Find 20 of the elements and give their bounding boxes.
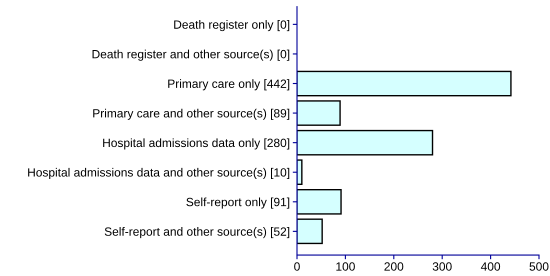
x-tick-label: 200 [384,262,404,271]
y-tick-label: Self-report only [91] [186,197,290,209]
bar [297,130,434,156]
y-tick-label: Hospital admissions data only [280] [103,138,290,150]
bar [297,100,341,126]
y-tick-label: Primary care only [442] [168,79,290,90]
y-tick-label: Self-report and other source(s) [52] [104,227,290,238]
y-tick-label: Death register and other source(s) [0] [92,50,290,61]
bar [297,188,342,215]
x-tick-label: 0 [294,262,300,271]
y-tick-label: Death register only [0] [174,20,290,32]
bar [297,70,512,96]
bar [297,218,323,244]
x-tick-label: 400 [480,262,500,271]
bar [297,159,303,186]
y-tick-label: Primary care and other source(s) [89] [93,108,290,120]
x-tick-label: 100 [336,262,355,271]
x-tick-label: 500 [530,262,548,271]
x-tick-label: 300 [432,262,452,271]
y-tick-label: Hospital admissions data and other source(s) [10] [28,168,290,180]
